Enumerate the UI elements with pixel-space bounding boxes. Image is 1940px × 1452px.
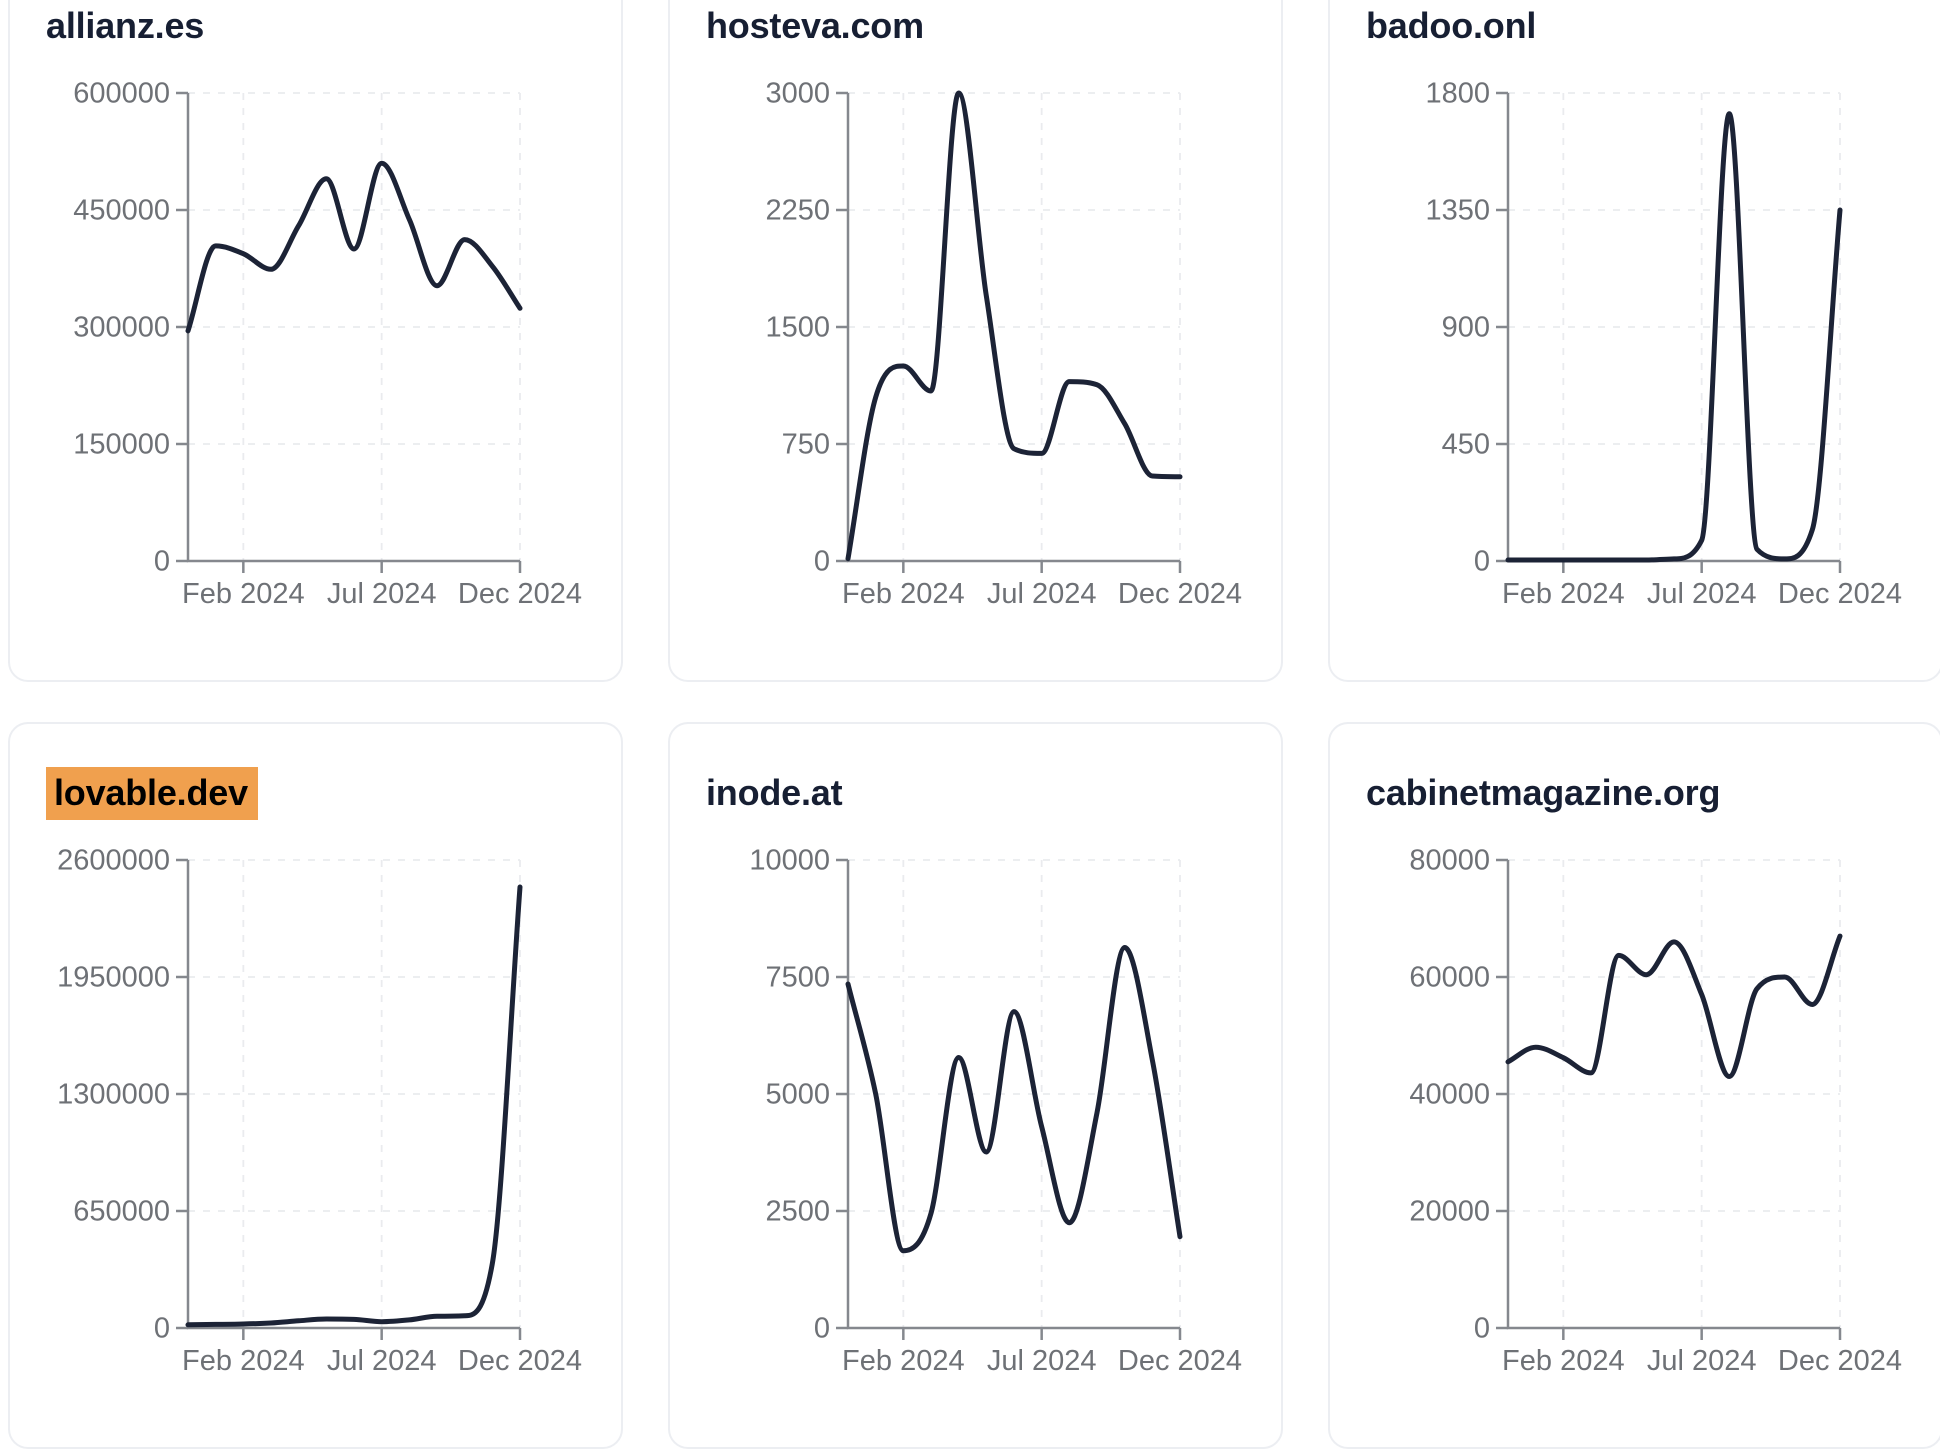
line-chart-badoo-onl: 0 450 900 1350 1800 Feb 2024 Jul 2024 Dec 2024 xyxy=(1425,78,1902,610)
svg-text:Dec 2024: Dec 2024 xyxy=(458,1345,582,1377)
chart-card-inode-at[interactable]: inode.at 0 2500 5000 7500 10000 Feb 2024 Jul 2… xyxy=(668,722,1283,1449)
svg-text:Dec 2024: Dec 2024 xyxy=(1118,1345,1242,1377)
line-chart-allianz-es: 0 150000 300000 450000 600000 Feb 2024 Jul 202… xyxy=(73,78,582,610)
svg-text:10000: 10000 xyxy=(749,845,830,877)
line-chart-cabinetmagazine-org: 0 20000 40000 60000 80000 Feb 2024 Jul 2024 Dec… xyxy=(1409,845,1902,1377)
svg-text:40000: 40000 xyxy=(1409,1079,1490,1111)
line-chart-hosteva-com: 0 750 1500 2250 3000 Feb 2024 Jul 2024 Dec 2024 xyxy=(765,78,1242,610)
svg-text:20000: 20000 xyxy=(1409,1196,1490,1228)
svg-text:Feb 2024: Feb 2024 xyxy=(1502,578,1625,610)
svg-text:450: 450 xyxy=(1442,429,1490,461)
svg-text:Jul 2024: Jul 2024 xyxy=(327,1345,437,1377)
svg-text:Dec 2024: Dec 2024 xyxy=(1118,578,1242,610)
chart-title: cabinetmagazine.org xyxy=(1366,772,1940,818)
chart-card-cabinetmagazine-org[interactable]: cabinetmagazine.org 0 20000 40000 60000 8000… xyxy=(1328,722,1940,1449)
svg-text:Feb 2024: Feb 2024 xyxy=(1502,1345,1625,1377)
svg-text:Feb 2024: Feb 2024 xyxy=(182,578,305,610)
svg-text:300000: 300000 xyxy=(73,312,170,344)
svg-text:2250: 2250 xyxy=(765,195,830,227)
svg-text:650000: 650000 xyxy=(73,1196,170,1228)
svg-text:750: 750 xyxy=(782,429,830,461)
svg-text:5000: 5000 xyxy=(765,1079,830,1111)
svg-text:900: 900 xyxy=(1442,312,1490,344)
svg-text:Jul 2024: Jul 2024 xyxy=(327,578,437,610)
svg-text:0: 0 xyxy=(1474,1313,1490,1345)
chart-card-badoo-onl[interactable]: badoo.onl 0 450 900 1350 1800 Feb 2024 Jul 202… xyxy=(1328,0,1940,682)
svg-text:80000: 80000 xyxy=(1409,845,1490,877)
chart-title: lovable.dev xyxy=(46,767,621,820)
chart-card-lovable-dev[interactable]: lovable.dev 0 650000 1300000 1950000 2600000… xyxy=(8,722,623,1449)
svg-text:1950000: 1950000 xyxy=(57,962,170,994)
chart-card-allianz-es[interactable]: allianz.es 0 150000 300000 450000 600000 Feb … xyxy=(8,0,623,682)
svg-text:60000: 60000 xyxy=(1409,962,1490,994)
svg-text:150000: 150000 xyxy=(73,429,170,461)
svg-text:600000: 600000 xyxy=(73,78,170,110)
chart-title: hosteva.com xyxy=(706,5,1281,51)
svg-text:Jul 2024: Jul 2024 xyxy=(987,578,1097,610)
svg-text:7500: 7500 xyxy=(765,962,830,994)
chart-title-text: cabinetmagazine.org xyxy=(1366,772,1721,813)
svg-text:Dec 2024: Dec 2024 xyxy=(458,578,582,610)
chart-title-text: inode.at xyxy=(706,772,843,813)
chart-title: allianz.es xyxy=(46,5,621,51)
chart-title-text: hosteva.com xyxy=(706,5,924,46)
svg-text:1350: 1350 xyxy=(1425,195,1490,227)
svg-text:1500: 1500 xyxy=(765,312,830,344)
svg-text:0: 0 xyxy=(814,546,830,578)
svg-text:450000: 450000 xyxy=(73,195,170,227)
svg-text:Jul 2024: Jul 2024 xyxy=(1647,1345,1757,1377)
chart-title: badoo.onl xyxy=(1366,5,1940,51)
svg-text:0: 0 xyxy=(154,1313,170,1345)
svg-text:Jul 2024: Jul 2024 xyxy=(1647,578,1757,610)
chart-title-text: allianz.es xyxy=(46,5,205,46)
svg-text:1800: 1800 xyxy=(1425,78,1490,110)
svg-text:0: 0 xyxy=(1474,546,1490,578)
svg-text:Jul 2024: Jul 2024 xyxy=(987,1345,1097,1377)
svg-text:Feb 2024: Feb 2024 xyxy=(842,1345,965,1377)
svg-text:Dec 2024: Dec 2024 xyxy=(1778,578,1902,610)
svg-text:3000: 3000 xyxy=(765,78,830,110)
svg-text:1300000: 1300000 xyxy=(57,1079,170,1111)
chart-title-text: badoo.onl xyxy=(1366,5,1537,46)
svg-text:Feb 2024: Feb 2024 xyxy=(842,578,965,610)
svg-text:0: 0 xyxy=(814,1313,830,1345)
chart-title: inode.at xyxy=(706,772,1281,818)
svg-text:Dec 2024: Dec 2024 xyxy=(1778,1345,1902,1377)
line-chart-inode-at: 0 2500 5000 7500 10000 Feb 2024 Jul 2024 Dec 20… xyxy=(749,845,1242,1377)
chart-card-hosteva-com[interactable]: hosteva.com 0 750 1500 2250 3000 Feb 2024 Jul … xyxy=(668,0,1283,682)
svg-text:Feb 2024: Feb 2024 xyxy=(182,1345,305,1377)
chart-title-text-highlighted: lovable.dev xyxy=(46,767,258,820)
svg-text:0: 0 xyxy=(154,546,170,578)
line-chart-lovable-dev: 0 650000 1300000 1950000 2600000 Feb 2024 Jul … xyxy=(57,845,582,1377)
svg-text:2600000: 2600000 xyxy=(57,845,170,877)
svg-text:2500: 2500 xyxy=(765,1196,830,1228)
